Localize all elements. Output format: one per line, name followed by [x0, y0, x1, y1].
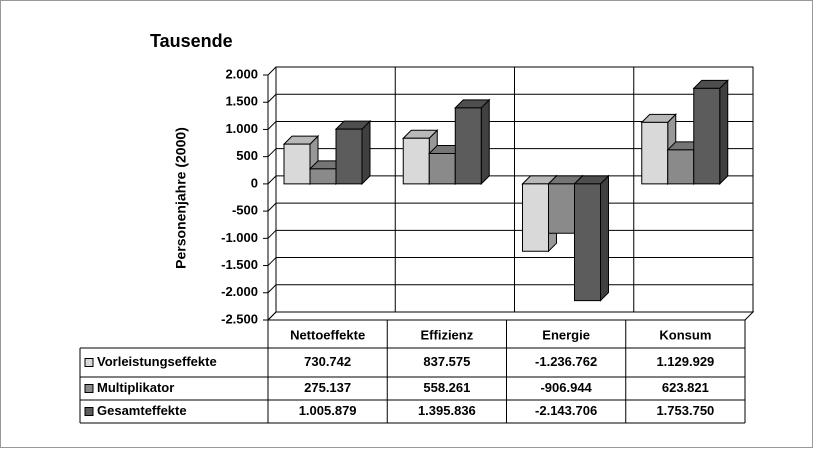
category-label: Effizienz [421, 327, 474, 342]
y-tick-label: 1.500 [225, 94, 258, 109]
data-table-value: -2.143.706 [535, 403, 597, 418]
data-table-value: 837.575 [423, 354, 470, 369]
bar [692, 79, 729, 186]
bar-face [335, 128, 363, 185]
y-axis-label: Personenjahre (2000) [173, 127, 189, 269]
y-tick-label: 2.000 [225, 66, 258, 81]
grid-depth [267, 175, 277, 185]
y-tick-label: 1.000 [225, 121, 258, 136]
bar-face [641, 121, 669, 185]
y-tick-label: -2.500 [221, 311, 258, 326]
bar-face [693, 87, 721, 185]
bar-face [574, 183, 601, 302]
legend-swatch [84, 358, 94, 367]
y-tick-label: 500 [236, 148, 258, 163]
data-table-value: 1.129.929 [656, 354, 714, 369]
legend-label: Multiplikator [97, 380, 174, 395]
category-label: Nettoeffekte [290, 327, 365, 342]
data-table-value: 1.753.750 [656, 403, 714, 418]
y-tick-label: -1.000 [221, 230, 258, 245]
data-table-value: 1.395.836 [418, 403, 476, 418]
bar-face [309, 168, 337, 185]
y-tick-label: -2.000 [221, 284, 258, 299]
y-tick-label: 0 [251, 175, 258, 190]
data-table-value: -906.944 [540, 380, 592, 395]
bar-face [600, 174, 609, 302]
bar-face [361, 119, 371, 186]
bar-face [719, 79, 729, 186]
bar-face [667, 149, 695, 185]
bar-face [402, 137, 430, 185]
bar [573, 174, 610, 302]
category-label: Konsum [659, 327, 711, 342]
bar-face [454, 107, 482, 185]
grid-depth [267, 311, 277, 321]
grid-depth [267, 284, 277, 294]
data-table-value: 730.742 [304, 354, 351, 369]
bar [454, 98, 491, 186]
grid-depth [267, 229, 277, 239]
bar-face [548, 183, 575, 234]
y-tick-label: -500 [232, 203, 258, 218]
data-table-value: 275.137 [304, 380, 351, 395]
data-table-value: -1.236.762 [535, 354, 597, 369]
category-label: Energie [542, 327, 590, 342]
grid-depth [267, 257, 277, 266]
legend-label: Gesamteffekte [97, 403, 187, 418]
legend-swatch [84, 407, 94, 416]
bar-face [283, 143, 311, 185]
bar-face [428, 152, 456, 185]
data-table-value: 1.005.879 [299, 403, 357, 418]
grid-depth [267, 202, 277, 212]
bar-face [522, 183, 549, 252]
bar [334, 119, 372, 186]
y-tick-label: -1.500 [221, 257, 258, 272]
chart-title: Tausende [150, 31, 233, 51]
grid-depth [267, 121, 277, 130]
grid-depth [267, 93, 277, 103]
data-table-value: 558.261 [423, 380, 470, 395]
data-table-value: 623.821 [662, 380, 709, 395]
bar-face [480, 98, 490, 186]
legend-label: Vorleistungseffekte [97, 354, 217, 369]
grid-depth [267, 66, 277, 76]
grid-depth [267, 148, 277, 158]
legend-swatch [84, 384, 94, 393]
plot-floor [267, 311, 755, 321]
